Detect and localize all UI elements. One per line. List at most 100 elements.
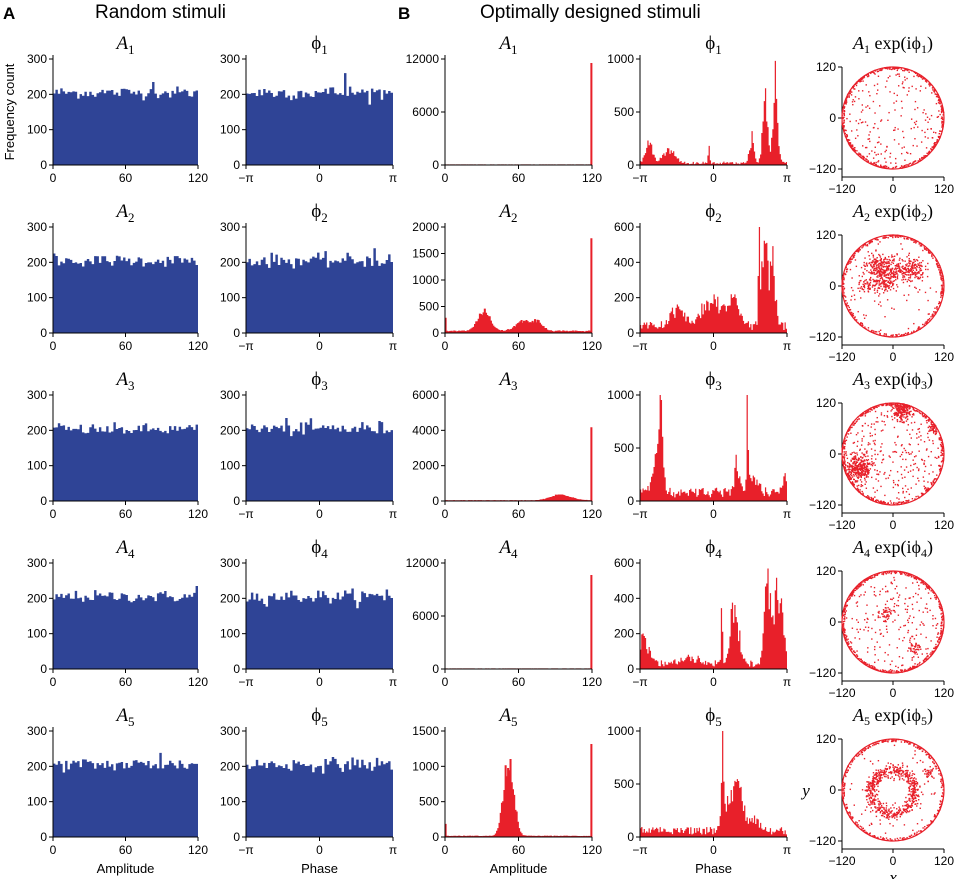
scatter-point — [843, 633, 846, 636]
scatter-point — [906, 608, 909, 611]
scatter-point — [935, 647, 937, 649]
scatter-point — [899, 262, 901, 265]
scatter-point — [868, 271, 870, 273]
scatter-point — [896, 253, 898, 256]
scatter-point — [940, 439, 942, 442]
scatter-point — [848, 306, 850, 309]
scatter-point — [863, 244, 866, 246]
scatter-point — [884, 67, 886, 69]
scatter-point — [874, 262, 876, 264]
scatter-point — [901, 334, 903, 336]
scatter-point — [897, 771, 900, 774]
scatter-point — [939, 274, 941, 276]
scatter-point — [887, 774, 889, 777]
x-tick-label: 0 — [316, 675, 323, 689]
scatter-point — [893, 280, 896, 282]
scatter-point — [872, 269, 875, 272]
scatter-point — [858, 638, 861, 640]
scatter-point — [857, 658, 859, 660]
x-tick-label: −π — [238, 675, 253, 689]
scatter-point — [910, 574, 913, 576]
scatter-point — [913, 241, 915, 243]
scatter-point — [899, 408, 902, 410]
scatter-point — [902, 458, 904, 461]
scatter-point — [884, 832, 887, 834]
scatter-point — [869, 443, 871, 445]
scatter-point — [853, 424, 855, 426]
scatter-point — [877, 127, 879, 130]
scatter-point — [897, 409, 900, 412]
scatter-point — [872, 406, 875, 409]
scatter-point — [911, 603, 914, 606]
scatter-point — [879, 259, 882, 261]
scatter-point — [925, 249, 928, 251]
x-tick-label: π — [389, 171, 397, 185]
scatter-point — [867, 665, 870, 668]
scatter-point — [845, 469, 847, 472]
scatter-point — [852, 312, 854, 315]
plot-title: ϕ2 — [705, 201, 722, 225]
scatter-point — [903, 636, 905, 639]
scatter-point — [911, 667, 913, 670]
scatter-point — [860, 826, 863, 828]
scatter-point — [907, 274, 909, 276]
scatter-point — [862, 324, 864, 327]
scatter-point — [881, 288, 883, 290]
scatter-point — [909, 597, 911, 599]
scatter-point — [847, 433, 850, 435]
scatter-point — [847, 305, 850, 307]
scatter-point — [927, 489, 930, 491]
scatter-point — [850, 816, 852, 818]
y-tick-label: 100 — [27, 795, 47, 809]
scatter-point — [936, 265, 939, 267]
scatter-point — [913, 265, 916, 267]
scatter-point — [857, 587, 859, 589]
scatter-point — [914, 410, 917, 412]
scatter-point — [941, 116, 943, 118]
scatter-point — [906, 164, 909, 166]
scatter-point — [845, 451, 847, 453]
scatter-point — [877, 742, 880, 745]
scatter-point — [886, 416, 889, 418]
scatter-point — [849, 120, 851, 123]
scatter-point — [862, 145, 864, 147]
scatter-point — [927, 825, 929, 827]
scatter-point — [879, 803, 881, 805]
scatter-point — [886, 167, 888, 169]
scatter-point — [843, 635, 846, 638]
scatter-point — [907, 619, 909, 621]
scatter-point — [874, 781, 876, 783]
scatter-point — [883, 282, 885, 284]
scatter-point — [921, 414, 924, 416]
scatter-point — [909, 273, 912, 276]
scatter-point — [928, 251, 930, 254]
scatter-point — [902, 403, 905, 405]
scatter-point — [866, 283, 868, 285]
x-tick-label: 0 — [710, 675, 717, 689]
scatter-point — [883, 165, 886, 167]
scatter-point — [934, 142, 937, 144]
scatter-point — [870, 279, 872, 282]
scatter-point — [891, 254, 893, 256]
scatter-point — [896, 405, 898, 407]
scatter-point — [892, 451, 894, 453]
scatter-point — [920, 597, 922, 599]
scatter-point — [898, 811, 900, 813]
scatter-point — [908, 271, 910, 273]
scatter-point — [937, 136, 940, 139]
scatter-point — [871, 476, 873, 479]
scatter-point — [914, 100, 917, 103]
scatter-point — [896, 766, 898, 769]
scatter-point — [867, 160, 870, 163]
scatter-point — [914, 267, 917, 269]
scatter-point — [884, 651, 886, 654]
x-tick-label: 60 — [119, 339, 133, 353]
scatter-point — [890, 402, 892, 404]
scatter-point — [864, 789, 867, 792]
scatter-point — [886, 299, 889, 301]
scatter-point — [869, 746, 872, 748]
scatter-point — [861, 460, 864, 463]
scatter-point — [892, 234, 894, 236]
x-tick-label: 120 — [582, 171, 602, 185]
scatter-point — [884, 619, 887, 622]
